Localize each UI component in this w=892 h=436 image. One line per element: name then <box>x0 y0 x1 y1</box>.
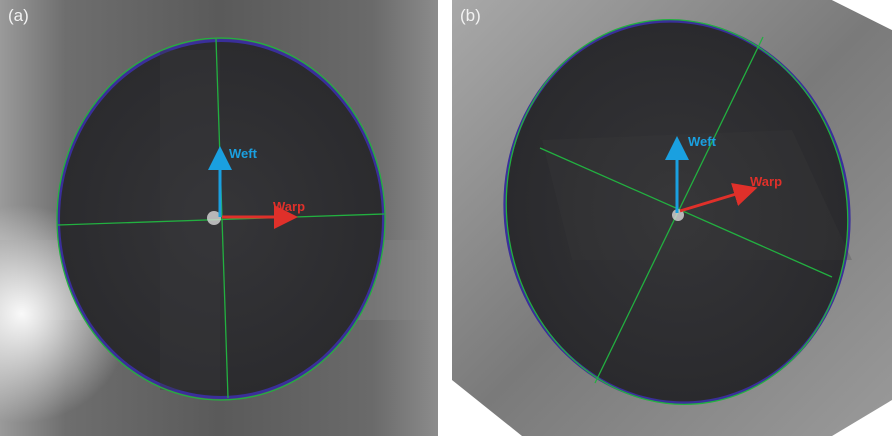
warp-label: Warp <box>750 174 782 189</box>
weft-label: Weft <box>688 134 717 149</box>
fit-ellipse <box>56 37 386 401</box>
minor-axis <box>539 147 833 278</box>
weft-label: Weft <box>229 146 258 161</box>
warp-label: Warp <box>273 199 305 214</box>
panel-a: Weft Warp (a) <box>0 0 438 436</box>
minor-axis <box>57 213 385 226</box>
impact-center <box>207 211 221 225</box>
panel-a-tag: (a) <box>8 6 29 25</box>
fit-ellipse <box>505 19 849 405</box>
panel-b-image: Weft Warp <box>452 0 892 436</box>
warp-arrow <box>679 182 758 213</box>
panel-b-tag: (b) <box>460 6 481 25</box>
panel-a-image: Weft Warp <box>0 0 438 436</box>
panel-b: Weft Warp (b) <box>452 0 892 436</box>
